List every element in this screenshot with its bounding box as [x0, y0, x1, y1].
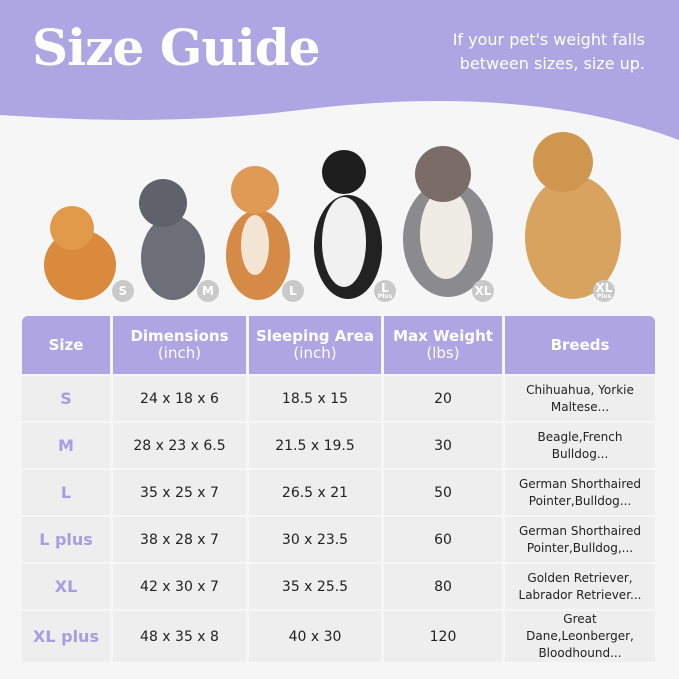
cell-size: M: [22, 423, 110, 468]
cell-max-weight: 120: [384, 611, 502, 662]
dog-australian-shepherd-image: [403, 146, 493, 297]
header-sleeping-area: Sleeping Area (inch): [249, 316, 381, 374]
header-breeds: Breeds: [505, 316, 655, 374]
cell-sleeping-area: 18.5 x 15: [249, 376, 381, 421]
table-row: L plus 38 x 28 x 7 30 x 23.5 60 German S…: [22, 517, 655, 562]
cell-dimensions: 24 x 18 x 6: [113, 376, 246, 421]
dog-border-collie-image: [314, 150, 382, 299]
page-title: Size Guide: [32, 18, 321, 77]
header-max-weight: Max Weight (lbs): [384, 316, 502, 374]
note-line: between sizes, size up.: [459, 54, 645, 73]
cell-breeds: Golden Retriever, Labrador Retriever...: [505, 564, 655, 609]
cell-size: L: [22, 470, 110, 515]
cell-breeds: German Shorthaired Pointer,Bulldog,...: [505, 517, 655, 562]
cell-max-weight: 50: [384, 470, 502, 515]
cell-max-weight: 20: [384, 376, 502, 421]
cell-size: XL plus: [22, 611, 110, 662]
cell-sleeping-area: 21.5 x 19.5: [249, 423, 381, 468]
size-badge-m: M: [197, 280, 219, 302]
cell-breeds: Beagle,French Bulldog...: [505, 423, 655, 468]
cell-size: XL: [22, 564, 110, 609]
size-table: Size Dimensions (inch) Sleeping Area (inch…: [19, 314, 658, 664]
size-badge-xl: XL: [472, 280, 494, 302]
cell-dimensions: 35 x 25 x 7: [113, 470, 246, 515]
cell-sleeping-area: 40 x 30: [249, 611, 381, 662]
cell-dimensions: 28 x 23 x 6.5: [113, 423, 246, 468]
cell-sleeping-area: 26.5 x 21: [249, 470, 381, 515]
note-line: If your pet's weight falls: [452, 30, 645, 49]
dog-pomeranian-image: [44, 206, 116, 300]
size-badge-l: L: [282, 280, 304, 302]
cell-size: S: [22, 376, 110, 421]
header-dimensions: Dimensions (inch): [113, 316, 246, 374]
sizing-note: If your pet's weight falls between sizes…: [453, 28, 645, 76]
cell-max-weight: 30: [384, 423, 502, 468]
size-badge-xl-plus: XL Plus: [593, 280, 615, 302]
cell-breeds: German Shorthaired Pointer,Bulldog...: [505, 470, 655, 515]
table-row: S 24 x 18 x 6 18.5 x 15 20 Chihuahua, Yo…: [22, 376, 655, 421]
cell-breeds: Chihuahua, Yorkie Maltese...: [505, 376, 655, 421]
table-row: M 28 x 23 x 6.5 21.5 x 19.5 30 Beagle,Fr…: [22, 423, 655, 468]
cell-size: L plus: [22, 517, 110, 562]
cell-dimensions: 42 x 30 x 7: [113, 564, 246, 609]
cell-sleeping-area: 35 x 25.5: [249, 564, 381, 609]
size-badge-l-plus: L Plus: [374, 280, 396, 302]
header-size: Size: [22, 316, 110, 374]
dog-french-bulldog-image: [139, 179, 205, 300]
cell-sleeping-area: 30 x 23.5: [249, 517, 381, 562]
table-row: L 35 x 25 x 7 26.5 x 21 50 German Shorth…: [22, 470, 655, 515]
cell-dimensions: 48 x 35 x 8: [113, 611, 246, 662]
size-badge-s: S: [112, 280, 134, 302]
header-banner: [0, 0, 679, 140]
cell-dimensions: 38 x 28 x 7: [113, 517, 246, 562]
dog-shiba-inu-image: [226, 166, 290, 300]
cell-breeds: Great Dane,Leonberger, Bloodhound...: [505, 611, 655, 662]
table-row: XL plus 48 x 35 x 8 40 x 30 120 Great Da…: [22, 611, 655, 662]
cell-max-weight: 80: [384, 564, 502, 609]
dog-golden-retriever-image: [525, 132, 621, 299]
cell-max-weight: 60: [384, 517, 502, 562]
table-row: XL 42 x 30 x 7 35 x 25.5 80 Golden Retri…: [22, 564, 655, 609]
